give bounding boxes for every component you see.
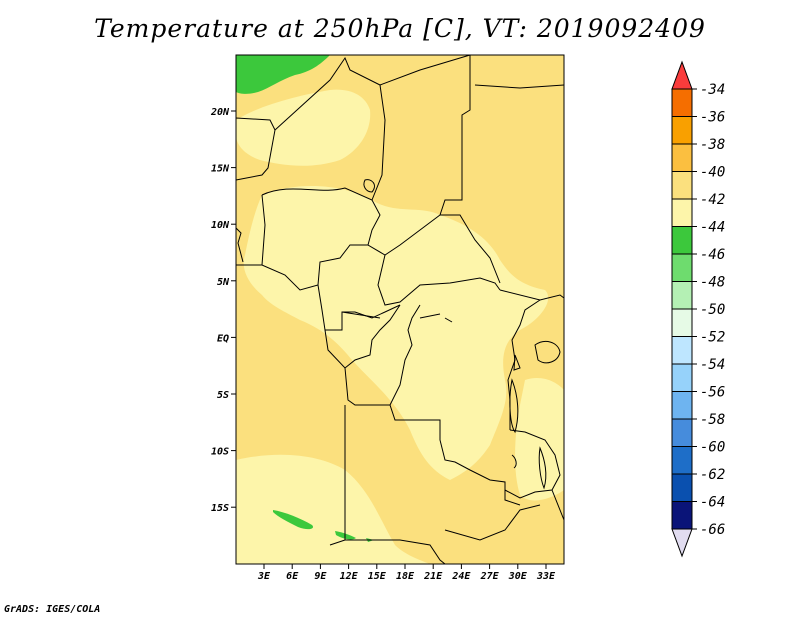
cool-region-north [243,185,549,480]
country-borders [235,54,565,565]
lat-tick-label: 15S [211,503,229,514]
lake-malawi [538,446,547,490]
latitude-ticks: 20N 15N 10N 5N EQ 5S 10S 15S [210,107,236,514]
colorbar-swatch [671,501,693,530]
lat-tick-label: 5S [217,390,229,401]
colorbar-swatch [671,391,693,420]
lakes [363,179,561,490]
colorbar-top-arrow [671,60,693,90]
longitude-ticks: 3E 6E 9E 12E 15E 18E 21E 24E 27E 30E 33E [257,564,556,582]
colorbar-swatch [671,418,693,447]
lon-tick-label: 27E [480,571,500,582]
lon-tick-label: 12E [340,571,359,582]
lat-tick-label: 5N [217,277,230,288]
map-frame [235,54,565,565]
colorbar-swatch [671,143,693,172]
lake-chad [363,179,375,193]
lat-tick-label: EQ [217,333,229,344]
colorbar-label: -62 [700,467,725,483]
colorbar-label: -50 [700,302,725,318]
lat-tick-label: 10N [211,220,230,231]
colorbar-label: -40 [700,165,725,181]
lon-tick-label: 6E [286,571,299,582]
colorbar-label: -44 [700,220,725,236]
cool-region-sahara [236,89,371,166]
colorbar-label: -42 [700,192,725,208]
colorbar-swatch [671,198,693,227]
colorbar-bottom-arrow [671,528,693,558]
colorbar-label: -66 [700,522,725,538]
colorbar-swatch [671,363,693,392]
cool-region-east [515,378,564,501]
lon-tick-label: 21E [423,571,443,582]
lon-tick-label: 30E [508,571,528,582]
colorbar-swatch [671,473,693,502]
colorbar-swatch [671,253,693,282]
colorbar-label: -36 [700,110,725,126]
colorbar-swatch [671,171,693,200]
colorbar-label: -34 [700,82,725,98]
colorbar-swatch [671,226,693,255]
colorbar-label: -54 [700,357,725,373]
lon-tick-label: 18E [396,571,415,582]
lake-victoria [534,341,561,364]
lon-tick-label: 15E [368,571,387,582]
colorbar-label: -52 [700,330,725,346]
lat-tick-label: 15N [211,164,230,175]
chart-title: Temperature at 250hPa [C], VT: 201909240… [94,14,706,43]
lat-tick-label: 10S [211,447,229,458]
colorbar-swatch [671,308,693,337]
lake-tanganyika [509,378,519,434]
colorbar-label: -38 [700,137,725,153]
lon-tick-label: 3E [257,571,271,582]
colorbar-label: -60 [700,440,725,456]
colorbar-label: -56 [700,385,725,401]
colorbar-label: -48 [700,275,725,291]
lat-tick-label: 20N [210,107,230,118]
lon-tick-label: 24E [451,571,471,582]
map-panel: 3E 6E 9E 12E 15E 18E 21E 24E 27E 30E 33E 20N 15N 10N… [210,54,565,582]
colorbar-swatch [671,116,693,145]
colorbar-swatch [671,281,693,310]
colorbar: -34 -36 -38 -40 -42 -44 -46 -48 -50 -52 -54 -56 -58 -… [671,60,725,558]
lon-tick-label: 33E [536,571,556,582]
cool-region-south [236,454,430,564]
colorbar-label: -64 [700,495,725,511]
colorbar-swatch [671,446,693,475]
colorbar-label: -58 [700,412,725,428]
cold-patch-northwest [236,55,330,94]
lon-tick-label: 9E [314,571,327,582]
colorbar-swatch [671,88,693,117]
colorbar-label: -46 [700,247,725,263]
cold-patch-south-1 [273,510,314,530]
lake-kivu [513,354,521,371]
grads-credit: GrADS: IGES/COLA [4,604,101,615]
colorbar-swatch [671,336,693,365]
